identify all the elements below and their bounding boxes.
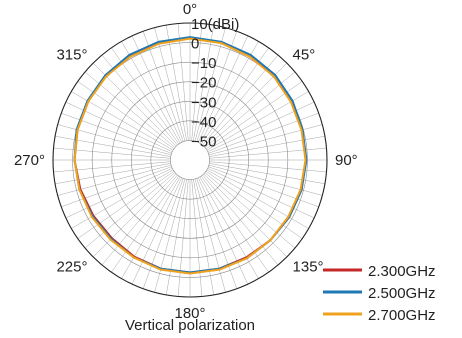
chart-caption: Vertical polarization [125,317,255,334]
radial-tick-label: 10(dBi) [191,16,239,33]
polar-grid [52,22,328,298]
legend: 2.300GHz 2.500GHz 2.700GHz [323,263,436,324]
series-layer [73,36,308,275]
angle-tick-label: 225° [56,259,87,276]
angle-tick-label: 90° [335,152,358,169]
legend-label: 2.300GHz [368,263,436,280]
grid-ring [170,140,210,180]
angle-tick-label: 0° [183,1,197,18]
outer-ring [52,22,328,298]
grid-ring [91,61,289,259]
angle-tick-label: 135° [293,259,324,276]
grid-ring [111,81,269,239]
angle-tick-label: 45° [293,46,316,63]
grid-ring [130,100,250,220]
radial-tick-label: 0 [191,36,199,53]
angle-tick-label: 180° [174,305,205,322]
angle-tick-label: 270° [14,152,45,169]
radial-tick-label: −10 [191,55,216,72]
angle-tick-labels: 0° 45° 90° 135° 180° 225° 270° 315° [14,1,358,322]
angle-tick-label: 315° [56,46,87,63]
series-line-2.700GHz [73,37,307,275]
grid-ring [150,120,230,200]
radial-tick-label: −50 [191,133,216,150]
legend-label: 2.700GHz [368,307,436,324]
radial-tick-label: −40 [191,114,216,131]
legend-label: 2.500GHz [368,285,436,302]
radial-tick-labels: 10(dBi) 0 −10 −20 −30 −40 −50 [191,16,239,150]
radial-tick-label: −30 [191,94,216,111]
radial-tick-label: −20 [191,75,216,92]
